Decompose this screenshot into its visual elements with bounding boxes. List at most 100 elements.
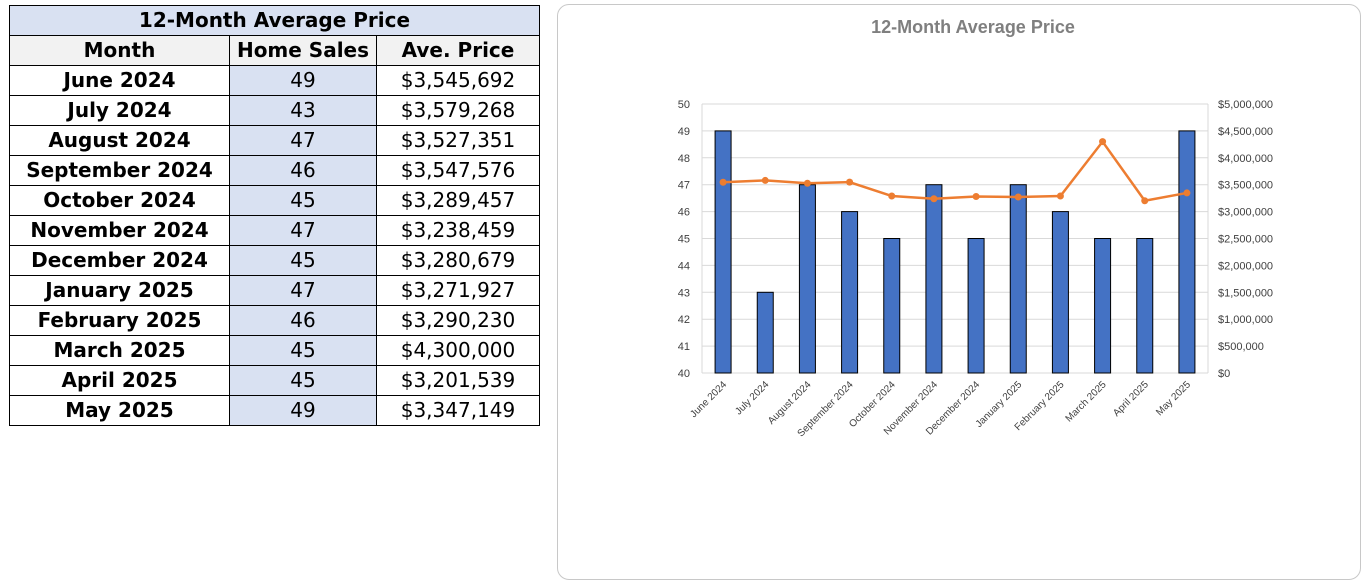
ave-price-cell: $4,300,000 [376, 335, 540, 366]
right-tick-label: $1,000,000 [1218, 314, 1273, 326]
table-row: October 2024 45 $3,289,457 [9, 185, 540, 216]
price-point [1056, 192, 1064, 200]
home-sales-cell: 47 [229, 275, 377, 306]
price-point [1183, 189, 1191, 197]
bar [1178, 130, 1196, 374]
month-cell: May 2025 [9, 395, 230, 426]
left-tick-label: 40 [678, 368, 690, 380]
price-point [761, 176, 769, 184]
month-cell: July 2024 [9, 95, 230, 126]
right-tick-label: $500,000 [1218, 341, 1264, 353]
right-tick-label: $2,500,000 [1218, 234, 1273, 246]
left-tick-label: 42 [678, 314, 690, 326]
right-tick-label: $4,500,000 [1218, 126, 1273, 138]
ave-price-cell: $3,579,268 [376, 95, 540, 126]
month-cell: November 2024 [9, 215, 230, 246]
header-ave-price: Ave. Price [376, 35, 540, 66]
bar [841, 211, 859, 374]
home-sales-cell: 45 [229, 245, 377, 276]
ave-price-cell: $3,238,459 [376, 215, 540, 246]
price-point [719, 178, 727, 186]
price-point [1141, 197, 1149, 205]
bar [714, 130, 732, 374]
home-sales-cell: 49 [229, 65, 377, 96]
bar [967, 238, 985, 374]
table-row: December 2024 45 $3,280,679 [9, 245, 540, 276]
table-title: 12-Month Average Price [9, 5, 540, 36]
header-home-sales: Home Sales [229, 35, 377, 66]
right-tick-label: $3,000,000 [1218, 207, 1273, 219]
price-point [1014, 193, 1022, 201]
left-tick-label: 45 [678, 234, 690, 246]
left-tick-label: 48 [678, 153, 690, 165]
bar [798, 184, 816, 374]
home-sales-cell: 46 [229, 305, 377, 336]
ave-price-cell: $3,290,230 [376, 305, 540, 336]
month-cell: September 2024 [9, 155, 230, 186]
table-row: March 2025 45 $4,300,000 [9, 335, 540, 366]
left-tick-label: 46 [678, 207, 690, 219]
x-tick-label: June 2024 [688, 379, 729, 420]
price-point [846, 178, 854, 186]
bar [1051, 211, 1069, 374]
bar [1136, 238, 1154, 374]
left-tick-label: 41 [678, 341, 690, 353]
month-cell: June 2024 [9, 65, 230, 96]
ave-price-cell: $3,347,149 [376, 395, 540, 426]
left-tick-label: 44 [678, 260, 690, 272]
table-row: November 2024 47 $3,238,459 [9, 215, 540, 246]
price-point [888, 192, 896, 200]
price-table: 12-Month Average Price Month Home Sales … [9, 5, 540, 426]
home-sales-cell: 49 [229, 395, 377, 426]
left-tick-label: 50 [678, 99, 690, 111]
table-header-row: Month Home Sales Ave. Price [9, 35, 540, 66]
x-tick-label: March 2025 [1064, 379, 1109, 424]
month-cell: October 2024 [9, 185, 230, 216]
right-tick-label: $5,000,000 [1218, 99, 1273, 111]
chart-title: 12-Month Average Price [871, 17, 1075, 37]
price-point [1099, 138, 1107, 146]
bar [756, 291, 774, 374]
bar [925, 184, 943, 374]
price-point [972, 192, 980, 200]
right-tick-label: $4,000,000 [1218, 153, 1273, 165]
table-row: May 2025 49 $3,347,149 [9, 395, 540, 426]
home-sales-cell: 45 [229, 335, 377, 366]
table-title-row: 12-Month Average Price [9, 5, 540, 36]
right-tick-label: $3,500,000 [1218, 180, 1273, 192]
x-tick-label: April 2025 [1111, 379, 1151, 419]
table-row: January 2025 47 $3,271,927 [9, 275, 540, 306]
table-row: April 2025 45 $3,201,539 [9, 365, 540, 396]
table-row: June 2024 49 $3,545,692 [9, 65, 540, 96]
month-cell: March 2025 [9, 335, 230, 366]
bar [1009, 184, 1027, 374]
left-tick-label: 49 [678, 126, 690, 138]
table-row: February 2025 46 $3,290,230 [9, 305, 540, 336]
price-line [723, 139, 1188, 203]
ave-price-cell: $3,271,927 [376, 275, 540, 306]
home-sales-cell: 47 [229, 215, 377, 246]
x-tick-label: July 2024 [733, 379, 771, 417]
left-tick-label: 43 [678, 287, 690, 299]
month-cell: January 2025 [9, 275, 230, 306]
price-point [803, 179, 811, 187]
ave-price-cell: $3,201,539 [376, 365, 540, 396]
right-tick-label: $1,500,000 [1218, 287, 1273, 299]
ave-price-cell: $3,545,692 [376, 65, 540, 96]
left-tick-label: 47 [678, 180, 690, 192]
home-sales-cell: 45 [229, 185, 377, 216]
month-cell: February 2025 [9, 305, 230, 336]
ave-price-cell: $3,280,679 [376, 245, 540, 276]
home-sales-cell: 43 [229, 95, 377, 126]
combo-chart: 12-Month Average Price 40 $0 41 $500,000 42 $1… [678, 17, 1273, 439]
bar [883, 238, 901, 374]
month-cell: December 2024 [9, 245, 230, 276]
chart-panel: 12-Month Average Price 40 $0 41 $500,000 42 $1… [557, 4, 1361, 580]
table-row: July 2024 43 $3,579,268 [9, 95, 540, 126]
right-tick-label: $2,000,000 [1218, 260, 1273, 272]
x-tick-label: May 2025 [1154, 379, 1193, 418]
home-sales-cell: 46 [229, 155, 377, 186]
right-tick-label: $0 [1218, 368, 1230, 380]
ave-price-cell: $3,547,576 [376, 155, 540, 186]
table-row: August 2024 47 $3,527,351 [9, 125, 540, 156]
